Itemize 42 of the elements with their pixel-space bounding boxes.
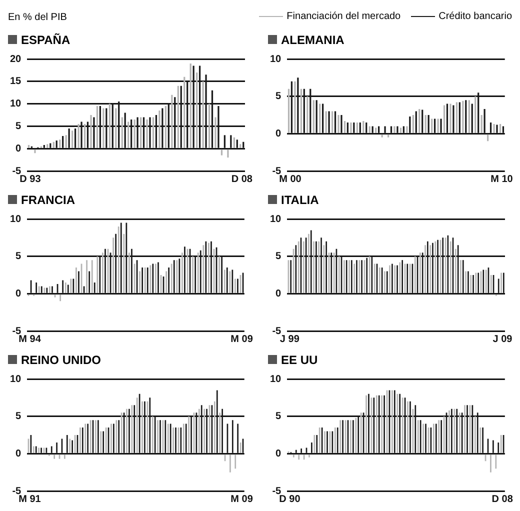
y-tick-label: 10 bbox=[270, 214, 282, 225]
chart-title: ESPAÑA bbox=[21, 32, 70, 46]
y-tick-label: 10 bbox=[270, 374, 282, 385]
y-tick-label: 0 bbox=[16, 288, 22, 300]
x-tick-label: M 91 bbox=[18, 494, 42, 505]
chart-title: FRANCIA bbox=[21, 192, 75, 206]
legend-label: Crédito bancario bbox=[438, 11, 512, 22]
y-tick-label: 15 bbox=[10, 76, 22, 88]
y-tick-label: 0 bbox=[16, 143, 22, 154]
x-tick-label: M 00 bbox=[279, 174, 302, 185]
chart-title: REINO UNIDO bbox=[21, 352, 102, 366]
y-tick-label: 10 bbox=[270, 54, 282, 65]
chart-subtitle: En % del PIB bbox=[8, 12, 67, 23]
x-tick-label: M 09 bbox=[230, 494, 254, 505]
y-tick-label: 20 bbox=[10, 54, 22, 65]
chart-title: ALEMANIA bbox=[281, 32, 344, 46]
y-tick-label: 0 bbox=[276, 128, 282, 140]
x-tick-label: D 90 bbox=[279, 494, 301, 505]
chart-title: EE UU bbox=[281, 352, 318, 366]
y-tick-label: 5 bbox=[16, 120, 22, 132]
y-tick-label: 0 bbox=[276, 288, 282, 300]
y-tick-label: 5 bbox=[16, 411, 22, 422]
x-tick-label: J 09 bbox=[492, 334, 513, 345]
y-tick-label: 5 bbox=[276, 91, 282, 102]
x-tick-label: D 08 bbox=[492, 494, 514, 505]
y-tick-label: 0 bbox=[276, 448, 282, 460]
y-tick-label: 10 bbox=[10, 98, 22, 110]
y-tick-label: 5 bbox=[16, 251, 22, 262]
x-tick-label: M 10 bbox=[490, 174, 514, 185]
x-tick-label: M 94 bbox=[18, 334, 42, 345]
y-tick-label: 0 bbox=[16, 448, 22, 460]
y-tick-label: 5 bbox=[276, 251, 282, 262]
y-tick-label: 5 bbox=[276, 411, 282, 422]
x-tick-label: J 99 bbox=[280, 334, 300, 345]
legend-label: Financiación del mercado bbox=[286, 11, 401, 22]
x-tick-label: M 09 bbox=[230, 334, 254, 345]
y-tick-label: 10 bbox=[10, 214, 22, 225]
y-tick-label: 10 bbox=[10, 374, 22, 385]
x-tick-label: D 08 bbox=[231, 174, 253, 185]
chart-title: ITALIA bbox=[281, 192, 319, 206]
x-tick-label: D 93 bbox=[20, 174, 42, 185]
y-tick-label: -5 bbox=[272, 326, 282, 337]
